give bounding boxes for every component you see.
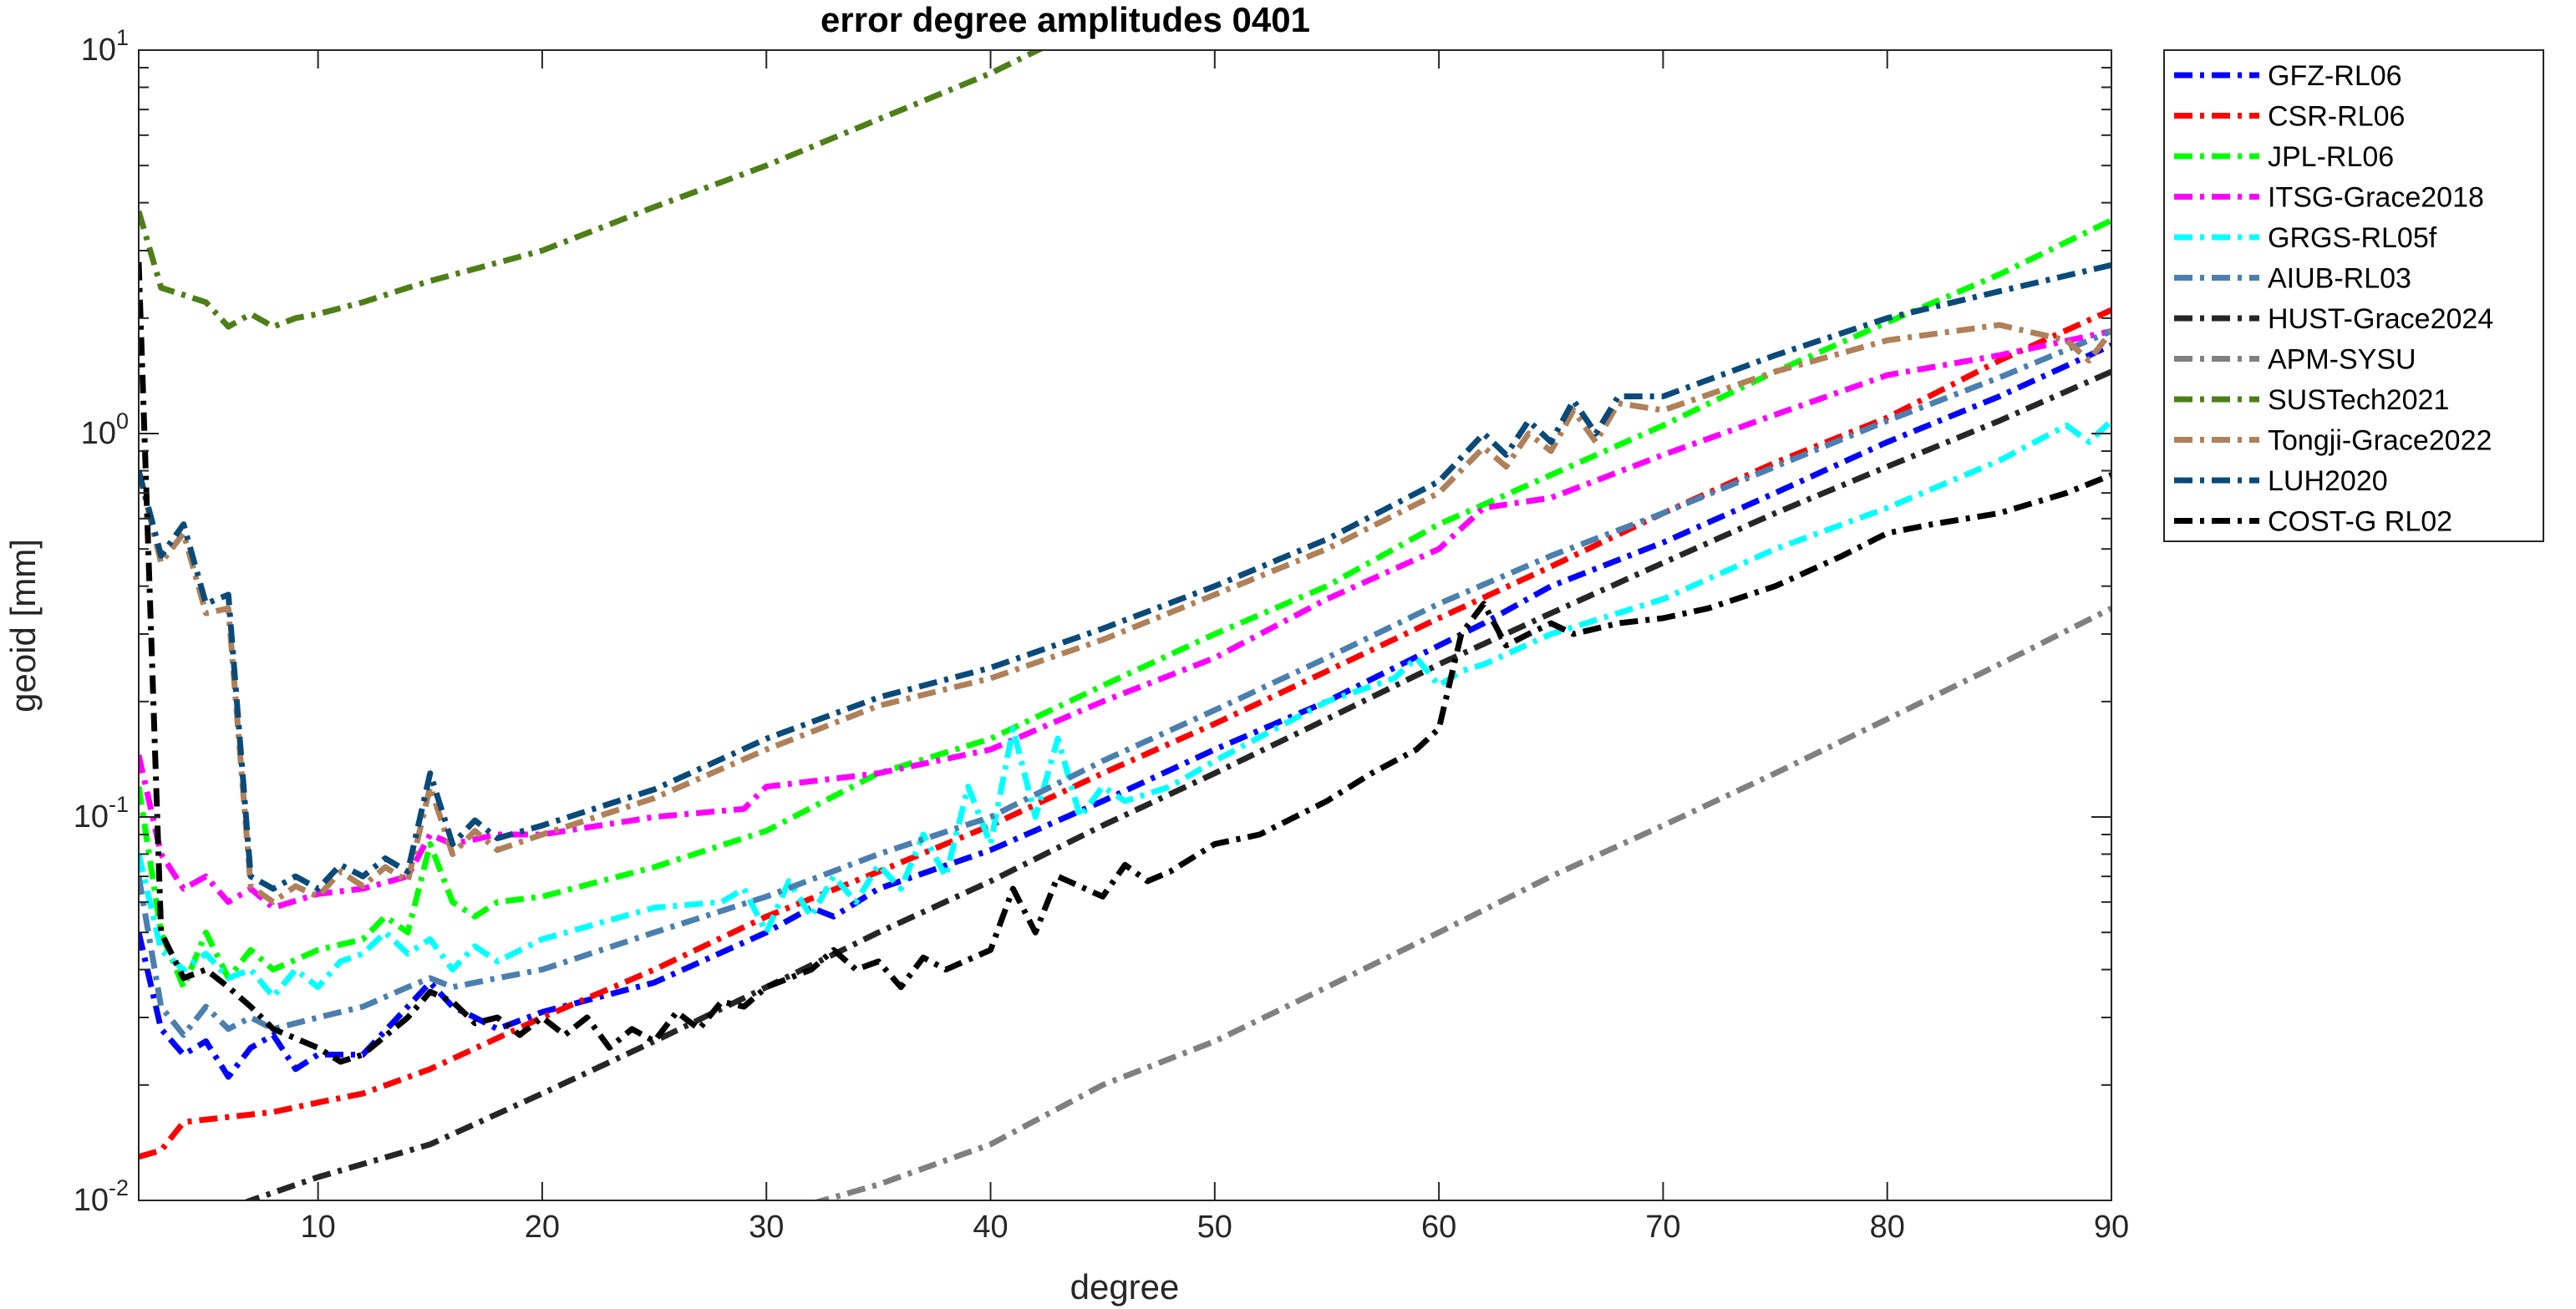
plot-frame (138, 49, 2112, 1201)
y-axis-label: geoid [mm] (3, 539, 43, 713)
series-line-11 (139, 261, 2111, 1065)
legend-label-9: Tongji-Grace2022 (2268, 425, 2492, 457)
legend-label-2: JPL-RL06 (2268, 141, 2394, 173)
series-line-3 (139, 327, 2111, 911)
legend-label-1: CSR-RL06 (2268, 101, 2405, 133)
x-axis-label: degree (1070, 1267, 1180, 1306)
legend: GFZ-RL06 CSR-RL06 JPL-RL06 ITSG-Grace2018 GR… (2163, 49, 2544, 542)
legend-label-3: ITSG-Grace2018 (2268, 182, 2484, 214)
x-tick-label-8: 90 (2094, 1210, 2129, 1245)
legend-box (2163, 49, 2544, 542)
legend-label-6: HUST-Grace2024 (2268, 303, 2493, 335)
x-tick-label-2: 30 (749, 1210, 784, 1245)
y-tick-label-1: 10-1 (74, 792, 129, 835)
x-tick-label-0: 10 (300, 1210, 335, 1245)
x-tick-label-7: 80 (1870, 1210, 1905, 1245)
series-line-6 (242, 368, 2111, 1200)
series-layer (139, 50, 2111, 1200)
ticks-layer: 10 20 30 40 50 60 70 80 90 10-2 10-1 100 101 (74, 25, 2129, 1245)
x-tick-label-1: 20 (525, 1210, 560, 1245)
legend-label-0: GFZ-RL06 (2268, 60, 2402, 92)
series-line-7 (812, 606, 2111, 1200)
x-tick-label-5: 60 (1421, 1210, 1456, 1245)
series-line-8 (139, 50, 1045, 330)
x-tick-label-3: 40 (973, 1210, 1008, 1245)
series-line-9 (139, 322, 2111, 906)
legend-label-8: SUSTech2021 (2268, 384, 2449, 416)
series-line-0 (139, 342, 2111, 1080)
x-tick-label-4: 50 (1197, 1210, 1232, 1245)
legend-label-10: LUH2020 (2268, 465, 2388, 497)
chart-title: error degree amplitudes 0401 (821, 0, 1310, 39)
legend-label-11: COST-G RL02 (2268, 506, 2452, 538)
y-tick-label-2: 100 (81, 408, 129, 451)
series-line-5 (139, 328, 2111, 1038)
legend-label-7: APM-SYSU (2268, 344, 2416, 376)
series-line-2 (139, 217, 2111, 991)
x-tick-label-6: 70 (1645, 1210, 1680, 1245)
legend-label-5: AIUB-RL03 (2268, 263, 2411, 295)
legend-label-4: GRGS-RL05f (2268, 222, 2437, 254)
series-line-4 (139, 419, 2111, 1000)
y-tick-label-3: 101 (81, 25, 129, 68)
series-line-10 (139, 261, 2111, 892)
y-tick-label-0: 10-2 (74, 1175, 129, 1218)
